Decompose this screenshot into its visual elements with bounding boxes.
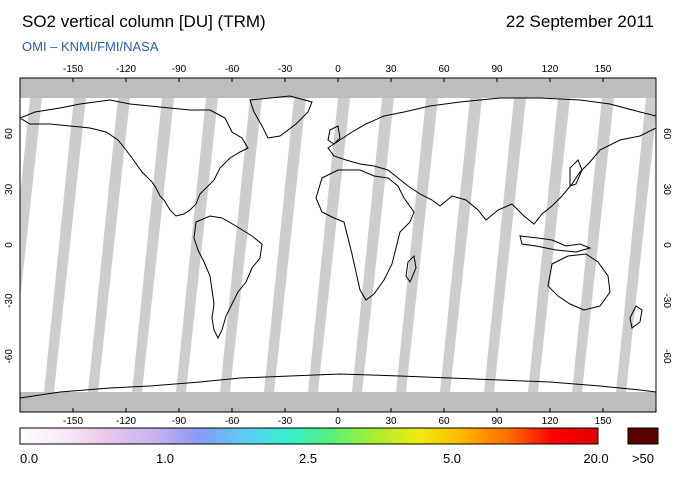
coastline-africa: [315, 169, 415, 301]
latitude-tick-right-label: 30: [661, 184, 672, 196]
longitude-tick-top-label: -120: [116, 64, 136, 75]
swath-gap: [616, 98, 656, 392]
colorbar-overflow-swatch: [627, 427, 659, 445]
longitude-tick-top-label: 150: [595, 64, 612, 75]
coastline-madagascar: [405, 254, 417, 284]
swath-gap: [484, 98, 526, 392]
latitude-tick-right-label: 60: [661, 128, 672, 140]
latitude-tick-left-label: 0: [4, 242, 15, 248]
swath-gap: [308, 98, 350, 392]
longitude-ticks-top: -150 -120 -90 -60 -30 0 30 60 90 120 150: [63, 64, 612, 82]
latitude-tick-right-label: -60: [661, 349, 672, 364]
latitude-tick-left-label: -30: [4, 293, 15, 308]
longitude-tick-top-label: 120: [542, 64, 559, 75]
latitude-tick-left-label: -60: [4, 349, 15, 364]
coastline-eurasia: [327, 97, 656, 225]
map-date: 22 September 2011: [505, 12, 654, 31]
coastline-south-america: [193, 215, 263, 340]
latitude-ticks-left: 60 30 0 -30 -60: [4, 128, 15, 364]
colorbar-overflow-label: >50: [631, 451, 655, 466]
latitude-ticks-right: 60 30 0 -30 -60: [661, 128, 672, 364]
longitude-tick-bottom-label: -150: [63, 416, 83, 427]
longitude-tick-bottom-label: -30: [278, 416, 293, 427]
coastline-australia: [547, 253, 611, 311]
longitude-tick-top-label: 30: [385, 64, 397, 75]
latitude-tick-left-label: 30: [4, 183, 15, 195]
longitude-tick-bottom-label: 30: [385, 416, 397, 427]
longitude-ticks-bottom: -150 -120 -90 -60 -30 0 30 60 90 120 150: [63, 408, 612, 427]
colorbar-label-1: 1.0: [155, 451, 175, 466]
map-title: SO2 vertical column [DU] (TRM): [22, 12, 266, 31]
coastlines: [20, 95, 656, 399]
longitude-tick-bottom-label: -60: [225, 416, 240, 427]
satellite-swath-gaps: [20, 98, 656, 392]
colorbar: [19, 427, 599, 445]
swath-gap: [264, 98, 306, 392]
swath-gap: [44, 98, 86, 392]
colorbar-label-2: 2.5: [298, 451, 318, 466]
coastline-indonesia: [519, 235, 592, 253]
longitude-tick-bottom-label: -90: [172, 416, 187, 427]
swath-gap: [132, 98, 174, 392]
longitude-tick-bottom-label: 60: [438, 416, 450, 427]
colorbar-label-0: 0.0: [20, 451, 39, 466]
longitude-tick-bottom-label: 150: [595, 416, 612, 427]
latitude-tick-right-label: -30: [661, 293, 672, 308]
map-subtitle: OMI – KNMI/FMI/NASA: [22, 39, 159, 54]
colorbar-label-4: 20.0: [583, 451, 609, 466]
longitude-tick-top-label: -150: [63, 64, 83, 75]
swath-gap: [176, 98, 218, 392]
map-area: [20, 78, 656, 412]
swath-gap: [440, 98, 482, 392]
swath-gap: [572, 98, 614, 392]
latitude-tick-right-label: 0: [661, 242, 672, 248]
latitude-tick-left-label: 60: [4, 128, 15, 140]
swath-gap: [352, 98, 394, 392]
swath-gap: [528, 98, 570, 392]
longitude-tick-bottom-label: 0: [335, 416, 341, 427]
longitude-tick-top-label: -30: [278, 64, 293, 75]
longitude-tick-top-label: 60: [438, 64, 450, 75]
longitude-tick-bottom-label: -120: [116, 416, 136, 427]
swath-gap: [220, 98, 262, 392]
south-polar-band: [20, 392, 656, 412]
longitude-tick-top-label: 90: [491, 64, 503, 75]
coastline-greenland: [249, 95, 313, 139]
swath-gap: [396, 98, 438, 392]
longitude-tick-top-label: -90: [172, 64, 187, 75]
coastline-north-america: [20, 99, 249, 217]
colorbar-label-3: 5.0: [442, 451, 462, 466]
north-polar-band: [20, 78, 656, 98]
longitude-tick-top-label: -60: [225, 64, 240, 75]
swath-gap: [20, 98, 42, 301]
coastline-japan: [569, 159, 583, 187]
coastline-antarctica: [20, 373, 656, 399]
longitude-tick-top-label: 0: [335, 64, 341, 75]
coastline-british-isles: [327, 125, 341, 145]
swath-gap: [88, 98, 130, 392]
coastline-new-zealand: [629, 305, 643, 329]
longitude-tick-bottom-label: 90: [491, 416, 503, 427]
longitude-tick-bottom-label: 120: [542, 416, 559, 427]
